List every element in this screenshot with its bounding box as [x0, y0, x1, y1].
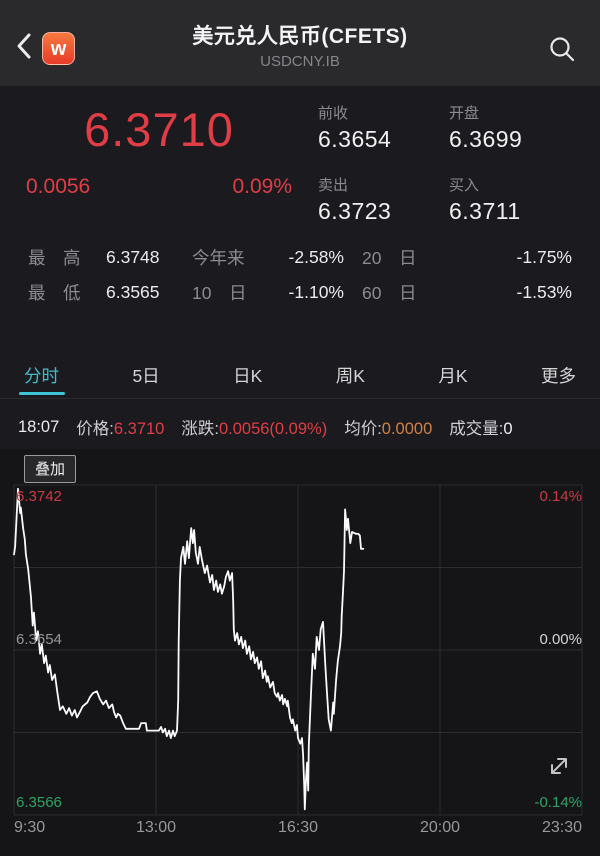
- tab-daily-k[interactable]: 日K: [233, 365, 263, 386]
- field-value: 6.3699: [449, 126, 523, 152]
- ticker-bar: 18:07 价格:6.3710 涨跌:0.0056(0.09%) 均价:0.00…: [0, 399, 600, 449]
- overlay-button[interactable]: 叠加: [24, 455, 77, 483]
- search-button[interactable]: [546, 34, 578, 66]
- stat-value: 6.3565: [106, 282, 160, 302]
- field-label: 买入: [449, 177, 480, 194]
- stat-label: 今年来: [192, 248, 245, 268]
- y-axis-mid-pct: 0.00%: [539, 631, 582, 648]
- tab-weekly-k[interactable]: 周K: [335, 365, 365, 386]
- y-axis-max-price: 6.3742: [16, 488, 62, 505]
- y-axis-min-pct: -0.14%: [534, 794, 582, 811]
- tab-monthly-k[interactable]: 月K: [438, 365, 468, 386]
- chevron-left-icon: [17, 33, 31, 59]
- ticker-change-value: 0.0056(0.09%): [218, 420, 328, 438]
- stat-label: 最 低: [28, 283, 81, 303]
- wind-app-logo: w: [42, 32, 75, 65]
- field-open: 开盘 6.3699: [449, 102, 580, 164]
- ticker-average-value: 0.0000: [381, 420, 433, 438]
- stat-label: 10 日: [192, 283, 247, 303]
- y-axis-min-price: 6.3566: [16, 794, 62, 811]
- stat-label: 最 高: [28, 248, 81, 268]
- stat-label: 20 日: [362, 248, 417, 268]
- stats-row-high: 最 高 6.3748 今年来 -2.58% 20 日 -1.75%: [28, 240, 572, 275]
- y-axis-max-pct: 0.14%: [539, 488, 582, 505]
- back-button[interactable]: [12, 30, 40, 62]
- page-title: 美元兑人民币(CFETS): [192, 25, 408, 48]
- tab-more[interactable]: 更多: [540, 365, 576, 386]
- price-line-chart[interactable]: [0, 449, 600, 856]
- last-price-block: 6.3710 0.0056 0.09%: [0, 102, 318, 236]
- stats-section: 最 高 6.3748 今年来 -2.58% 20 日 -1.75% 最 低 6.…: [0, 236, 600, 310]
- field-label: 卖出: [318, 177, 349, 194]
- expand-arrows-icon: [551, 758, 567, 774]
- field-value: 6.3711: [449, 198, 521, 224]
- y-axis-mid-price: 6.3654: [16, 631, 62, 648]
- field-value: 6.3654: [318, 126, 392, 152]
- stat-value: 6.3748: [106, 247, 160, 267]
- chart-period-tabs: 分时 5日 日K 周K 月K 更多: [0, 352, 600, 399]
- stat-label: 60 日: [362, 283, 417, 303]
- field-ask: 卖出 6.3723: [318, 174, 449, 236]
- tab-5day[interactable]: 5日: [132, 365, 160, 386]
- stat-value: -2.58%: [288, 247, 344, 267]
- stats-row-low: 最 低 6.3565 10 日 -1.10% 60 日 -1.53%: [28, 275, 572, 310]
- x-axis-tick: 9:30: [14, 819, 46, 836]
- field-bid: 买入 6.3711: [449, 174, 580, 236]
- field-label: 前收: [318, 105, 349, 122]
- ticker-volume-value: 0: [503, 420, 513, 438]
- quote-fields: 前收 6.3654 开盘 6.3699 卖出 6.3723 买入 6.3711: [318, 102, 600, 236]
- price-change: 0.0056: [26, 175, 91, 198]
- x-axis-tick: 23:30: [541, 819, 582, 836]
- search-icon: [550, 37, 575, 62]
- tab-intraday[interactable]: 分时: [24, 352, 59, 398]
- instrument-code: USDCNY.IB: [260, 53, 340, 70]
- stat-value: -1.75%: [516, 247, 572, 267]
- ticker-time: 18:07: [18, 417, 60, 436]
- ticker-price: 价格:6.3710: [76, 420, 165, 438]
- title-block: 美元兑人民币(CFETS) USDCNY.IB: [192, 20, 407, 70]
- ticker-average: 均价:0.0000: [344, 420, 433, 438]
- ticker-price-value: 6.3710: [113, 420, 165, 438]
- x-axis-tick: 20:00: [419, 819, 461, 836]
- logo-letter: w: [50, 37, 67, 60]
- intraday-chart-panel[interactable]: 叠加 6.3742 0.14% 6.3654 0.00% 6.3566 -0.1…: [0, 449, 600, 856]
- x-axis-tick: 13:00: [135, 819, 177, 836]
- last-price: 6.3710: [84, 103, 234, 156]
- fullscreen-expand-button[interactable]: [542, 749, 576, 783]
- field-value: 6.3723: [318, 198, 392, 224]
- x-axis-tick: 16:30: [277, 819, 319, 836]
- field-prev-close: 前收 6.3654: [318, 102, 449, 164]
- field-label: 开盘: [449, 105, 480, 122]
- price-change-pct: 0.09%: [232, 175, 292, 198]
- header: w 美元兑人民币(CFETS) USDCNY.IB: [0, 0, 600, 86]
- stat-value: -1.53%: [516, 282, 572, 302]
- ticker-change: 涨跌:0.0056(0.09%): [181, 420, 328, 438]
- stat-value: -1.10%: [288, 282, 344, 302]
- quote-section: 6.3710 0.0056 0.09% 前收 6.3654 开盘 6.3699 …: [0, 86, 600, 236]
- ticker-volume: 成交量:0: [449, 420, 513, 438]
